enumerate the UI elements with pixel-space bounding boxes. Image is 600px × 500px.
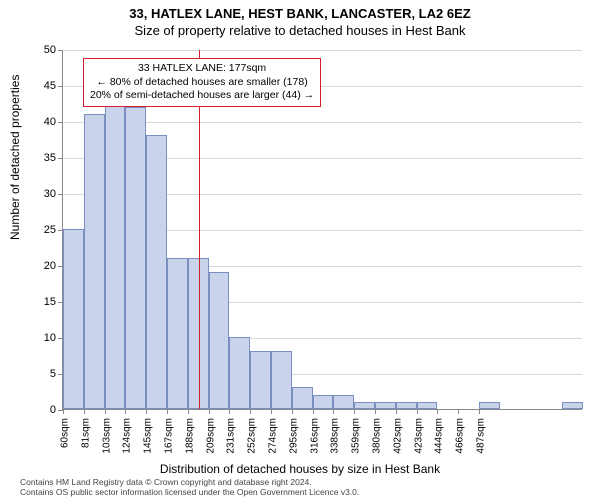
xtick-mark: [105, 409, 106, 414]
ytick-mark: [58, 50, 63, 51]
xtick-label: 402sqm: [392, 418, 403, 454]
xtick-label: 103sqm: [101, 418, 112, 454]
xtick-mark: [292, 409, 293, 414]
xtick-mark: [458, 409, 459, 414]
xtick-label: 252sqm: [247, 418, 258, 454]
annotation-callout: 33 HATLEX LANE: 177sqm← 80% of detached …: [83, 58, 321, 107]
xtick-mark: [396, 409, 397, 414]
ytick-mark: [58, 122, 63, 123]
ytick-mark: [58, 194, 63, 195]
ytick-label: 50: [26, 44, 56, 56]
ytick-mark: [58, 158, 63, 159]
xtick-mark: [271, 409, 272, 414]
ytick-label: 35: [26, 152, 56, 164]
histogram-bar: [271, 351, 292, 409]
histogram-bar: [396, 402, 417, 409]
xtick-label: 359sqm: [351, 418, 362, 454]
xtick-mark: [188, 409, 189, 414]
xtick-mark: [209, 409, 210, 414]
xtick-mark: [250, 409, 251, 414]
ytick-label: 40: [26, 116, 56, 128]
xtick-label: 444sqm: [434, 418, 445, 454]
ytick-label: 20: [26, 260, 56, 272]
chart-title-address: 33, HATLEX LANE, HEST BANK, LANCASTER, L…: [0, 0, 600, 21]
xtick-mark: [479, 409, 480, 414]
xtick-label: 167sqm: [164, 418, 175, 454]
xtick-mark: [125, 409, 126, 414]
histogram-bar: [292, 387, 313, 409]
footer-attribution: Contains HM Land Registry data © Crown c…: [20, 477, 359, 497]
x-axis-label: Distribution of detached houses by size …: [0, 462, 600, 476]
histogram-bar: [229, 337, 250, 409]
xtick-label: 60sqm: [60, 418, 71, 448]
histogram-bar: [375, 402, 396, 409]
gridline: [63, 50, 582, 51]
ytick-label: 45: [26, 80, 56, 92]
xtick-label: 145sqm: [143, 418, 154, 454]
histogram-bar: [209, 272, 230, 409]
histogram-bar: [125, 107, 146, 409]
xtick-mark: [313, 409, 314, 414]
xtick-label: 466sqm: [455, 418, 466, 454]
histogram-bar: [105, 99, 126, 409]
histogram-bar: [167, 258, 188, 409]
annotation-line3: 20% of semi-detached houses are larger (…: [90, 89, 314, 103]
histogram-bar: [313, 395, 334, 409]
xtick-label: 316sqm: [309, 418, 320, 454]
xtick-mark: [375, 409, 376, 414]
xtick-label: 274sqm: [268, 418, 279, 454]
xtick-label: 423sqm: [413, 418, 424, 454]
histogram-bar: [354, 402, 375, 409]
xtick-mark: [84, 409, 85, 414]
ytick-label: 25: [26, 224, 56, 236]
histogram-bar: [333, 395, 354, 409]
chart-subtitle: Size of property relative to detached ho…: [0, 21, 600, 38]
histogram-bar: [146, 135, 167, 409]
xtick-mark: [167, 409, 168, 414]
xtick-mark: [354, 409, 355, 414]
histogram-bar: [250, 351, 271, 409]
xtick-mark: [229, 409, 230, 414]
ytick-mark: [58, 86, 63, 87]
annotation-line2: ← 80% of detached houses are smaller (17…: [90, 76, 314, 90]
xtick-label: 188sqm: [184, 418, 195, 454]
chart-container: 33, HATLEX LANE, HEST BANK, LANCASTER, L…: [0, 0, 600, 500]
histogram-bar: [84, 114, 105, 409]
xtick-label: 487sqm: [476, 418, 487, 454]
plot-area: 60sqm81sqm103sqm124sqm145sqm167sqm188sqm…: [62, 50, 582, 410]
xtick-label: 338sqm: [330, 418, 341, 454]
ytick-label: 0: [26, 404, 56, 416]
histogram-bar: [63, 229, 84, 409]
xtick-mark: [417, 409, 418, 414]
annotation-line1: 33 HATLEX LANE: 177sqm: [90, 62, 314, 76]
histogram-bar: [562, 402, 583, 409]
ytick-label: 30: [26, 188, 56, 200]
footer-line1: Contains HM Land Registry data © Crown c…: [20, 477, 359, 487]
xtick-label: 295sqm: [288, 418, 299, 454]
ytick-label: 5: [26, 368, 56, 380]
xtick-label: 209sqm: [205, 418, 216, 454]
y-axis-label: Number of detached properties: [8, 75, 22, 240]
xtick-mark: [333, 409, 334, 414]
xtick-label: 81sqm: [80, 418, 91, 448]
ytick-label: 15: [26, 296, 56, 308]
xtick-mark: [146, 409, 147, 414]
xtick-label: 124sqm: [122, 418, 133, 454]
histogram-bar: [479, 402, 500, 409]
histogram-bar: [417, 402, 438, 409]
xtick-mark: [63, 409, 64, 414]
ytick-label: 10: [26, 332, 56, 344]
footer-line2: Contains OS public sector information li…: [20, 487, 359, 497]
xtick-label: 380sqm: [372, 418, 383, 454]
xtick-label: 231sqm: [226, 418, 237, 454]
xtick-mark: [437, 409, 438, 414]
